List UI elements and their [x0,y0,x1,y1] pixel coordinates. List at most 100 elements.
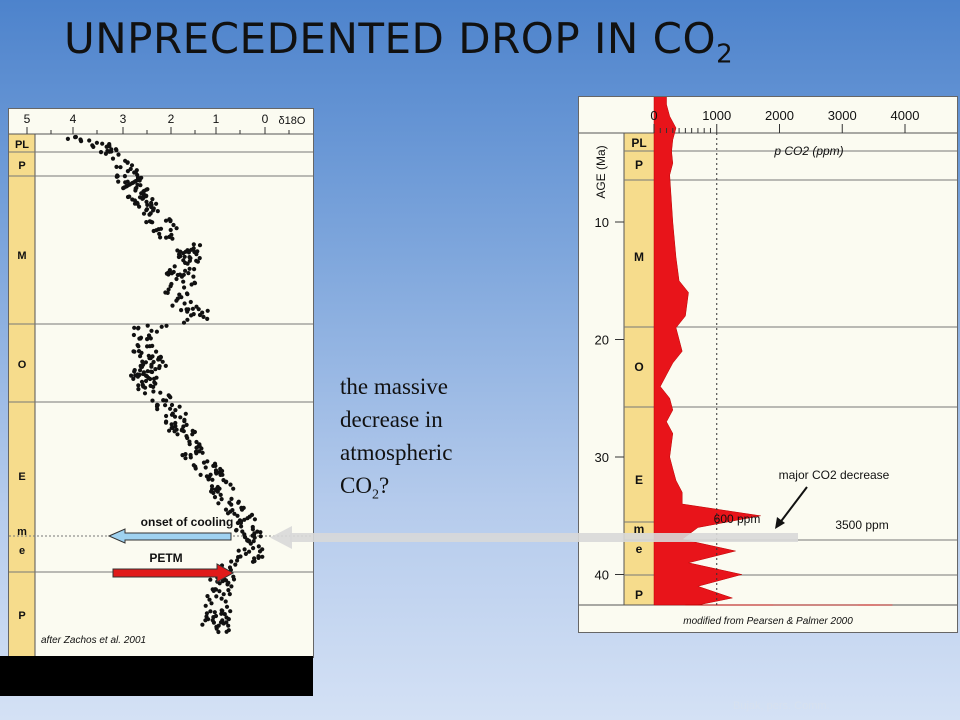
credit-text: Bujak, pers. Comm. [733,700,830,712]
data-point [177,404,182,409]
data-point [100,141,105,146]
data-point [188,299,193,305]
data-point [157,231,162,236]
question-line-3: atmospheric [340,440,453,465]
data-point [191,274,196,279]
data-point [183,456,188,461]
data-point [149,328,154,333]
data-point [131,332,136,338]
data-point [187,442,192,447]
data-point [233,562,238,567]
data-point [243,551,248,556]
data-point [155,402,160,407]
data-point [203,618,208,623]
question-co-subscript: 2 [371,487,379,503]
data-point [220,472,225,477]
x-tick-label-1: 1000 [702,108,731,123]
black-bar [0,656,313,696]
data-point [225,511,231,516]
data-point [194,304,199,309]
data-point [207,597,212,602]
data-point [122,174,127,179]
question-mark: ? [378,473,390,498]
data-point [235,558,240,563]
data-point [239,524,244,529]
data-point [154,228,159,233]
data-point [201,460,207,465]
data-point [187,255,192,260]
data-point [169,281,174,287]
data-point [152,380,157,385]
data-point [147,356,152,361]
data-point [136,349,142,354]
data-point [204,611,209,616]
major-decrease-arrow-line [778,486,808,525]
data-point [219,596,224,601]
data-point [227,565,233,570]
data-point [143,378,149,384]
data-point [151,376,157,381]
data-point [214,626,219,631]
data-point [260,547,265,552]
data-point [138,364,143,369]
data-point [205,308,210,313]
data-point [135,172,140,178]
slide-title-subscript: 2 [716,39,734,70]
data-point [252,531,257,536]
data-point [148,369,154,374]
data-point [222,612,227,617]
data-point [232,511,237,516]
data-point [212,495,218,500]
data-point [182,301,187,306]
data-point [184,422,189,427]
data-point [191,463,196,468]
data-point [155,209,160,214]
data-point [147,212,152,217]
data-point [224,604,230,609]
slide-title-text: UNPRECEDENTED DROP IN CO [64,14,717,63]
cooling-arrow [107,528,232,544]
data-point [171,222,176,228]
data-point [131,376,136,381]
data-point [210,618,215,623]
data-point [129,373,134,378]
data-point [179,308,184,313]
data-point [147,219,152,224]
data-point [173,408,178,413]
source-note: after Zachos et al. 2001 [41,635,146,646]
data-point [215,484,220,490]
y-axis-label: AGE (Ma) [594,145,608,198]
epoch-column [9,134,35,657]
data-point [208,577,213,582]
data-point [168,406,173,411]
data-point [141,189,146,194]
data-point [226,623,231,628]
x-tick-label-4: 4000 [891,108,920,123]
data-point [181,258,186,263]
data-point [223,599,228,604]
data-point [181,424,186,429]
data-point [177,292,182,297]
data-point [226,628,231,633]
data-point [180,453,185,458]
data-point [135,343,140,348]
data-point [156,355,162,360]
data-point [195,259,200,264]
data-point [236,548,241,553]
data-point [258,534,263,539]
data-point [235,513,240,518]
data-point [87,138,92,143]
data-point [234,528,239,533]
data-point [164,413,169,419]
epoch-label-7: P [635,588,643,602]
data-point [177,252,182,257]
link-arrow-head [270,526,292,549]
x-tick-label-5: 0 [262,112,269,126]
question-line-1: the massive [340,374,448,399]
data-point [250,527,255,532]
data-point [182,417,187,422]
data-point [175,248,180,253]
data-point [247,549,252,554]
data-point [251,539,256,544]
